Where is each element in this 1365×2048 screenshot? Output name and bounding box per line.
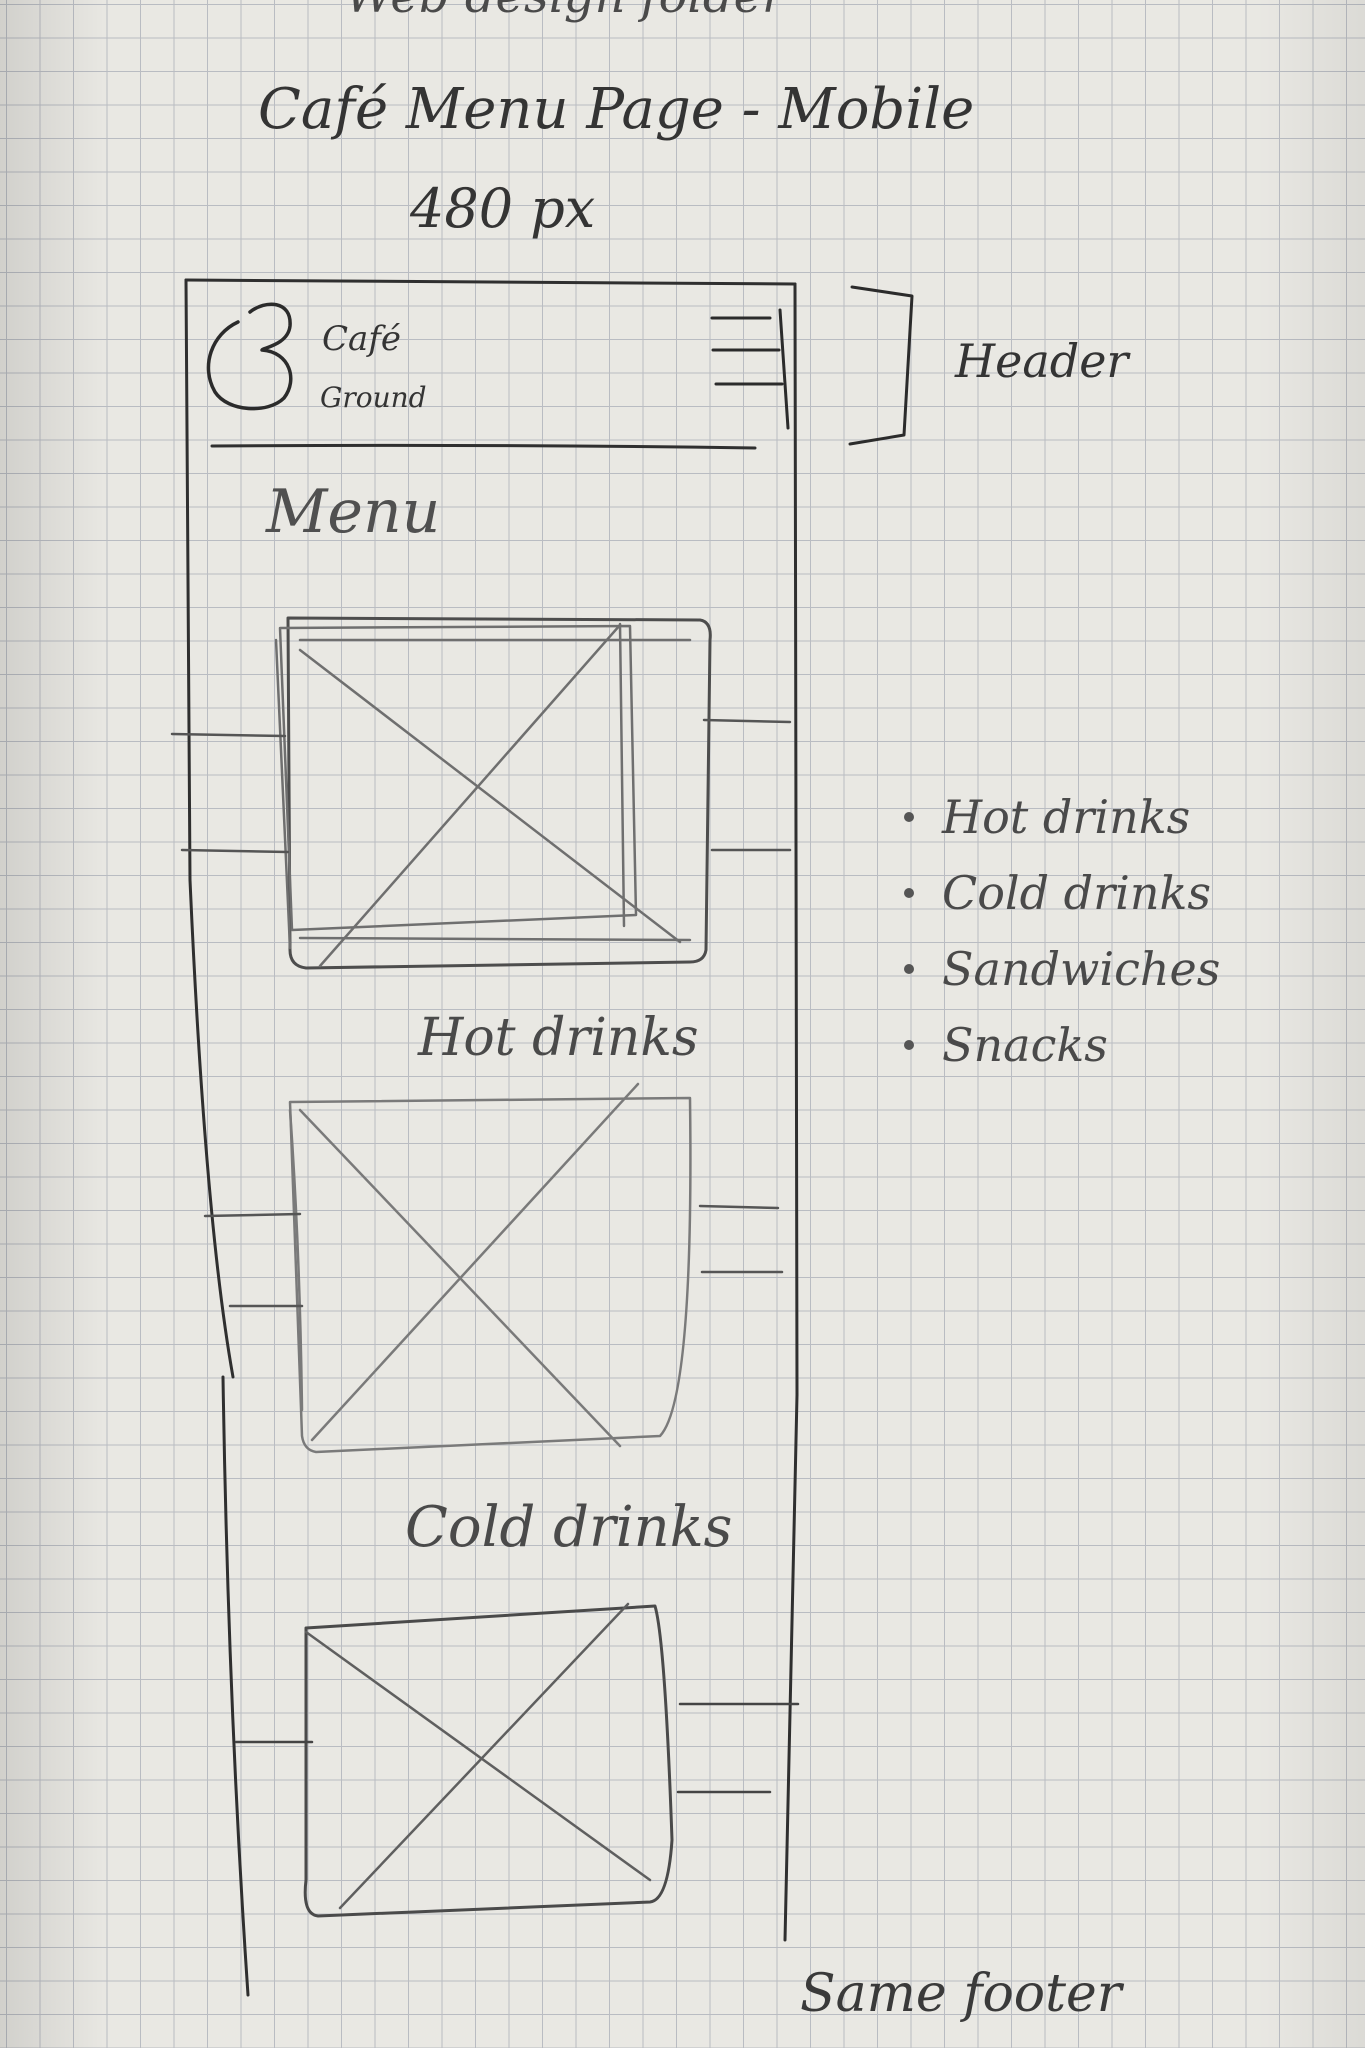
side-nav-label: Cold drinks bbox=[942, 866, 1211, 920]
side-nav-item: Hot drinks bbox=[900, 790, 1220, 866]
side-nav-item: Snacks bbox=[900, 1018, 1220, 1094]
bullet-icon bbox=[904, 812, 914, 822]
folder-title: Web design folder bbox=[345, 0, 785, 20]
menu-heading: Menu bbox=[266, 477, 441, 547]
placeholder-tick-marks bbox=[170, 718, 792, 854]
header-divider bbox=[210, 443, 757, 450]
bullet-icon bbox=[904, 888, 914, 898]
header-annotation: Header bbox=[955, 334, 1129, 388]
section-caption-cold-drinks: Cold drinks bbox=[405, 1495, 733, 1560]
footer-annotation: Same footer bbox=[800, 1964, 1122, 2024]
bullet-icon bbox=[904, 1040, 914, 1050]
header-bracket bbox=[848, 285, 914, 446]
phone-frame bbox=[184, 278, 799, 1997]
section-caption-hot-drinks: Hot drinks bbox=[418, 1008, 699, 1068]
side-nav-label: Hot drinks bbox=[942, 790, 1191, 844]
side-nav-item: Sandwiches bbox=[900, 942, 1220, 1018]
side-nav-item: Cold drinks bbox=[900, 866, 1220, 942]
brand-name-line-2: Ground bbox=[320, 381, 427, 414]
placeholder-tick-marks bbox=[203, 1204, 784, 1308]
brand-name-line-1: Café bbox=[322, 319, 401, 359]
page-title: Café Menu Page - Mobile bbox=[258, 77, 975, 142]
logo-icon bbox=[206, 302, 293, 411]
hamburger-menu-icon bbox=[710, 308, 790, 430]
image-placeholder-icon bbox=[274, 616, 712, 970]
bullet-icon bbox=[904, 964, 914, 974]
side-nav-label: Snacks bbox=[942, 1018, 1108, 1072]
side-nav-list: Hot drinks Cold drinks Sandwiches Snacks bbox=[900, 790, 1220, 1094]
header-bar bbox=[210, 443, 757, 450]
image-placeholder-icon bbox=[288, 1082, 692, 1454]
viewport-width-label: 480 px bbox=[410, 177, 596, 240]
placeholder-tick-marks bbox=[234, 1702, 800, 1794]
image-placeholder-icon bbox=[303, 1602, 674, 1918]
side-nav-label: Sandwiches bbox=[942, 942, 1221, 996]
